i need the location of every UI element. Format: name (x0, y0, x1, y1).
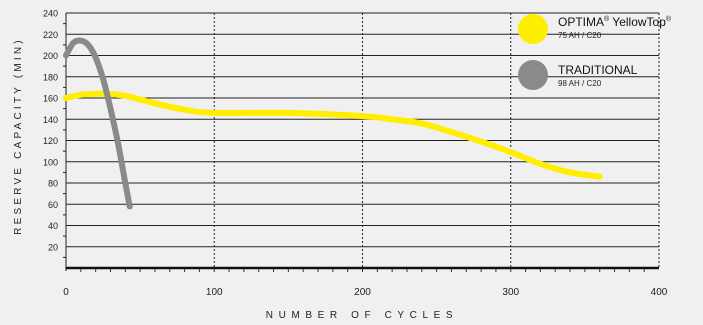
legend-sup-optima-2: ® (665, 16, 672, 23)
legend-text-optima-1: OPTIMA (558, 15, 605, 29)
x-tick-label-300: 300 (502, 287, 519, 298)
series-line-optima (63, 90, 603, 180)
legend-sub-optima: 75 AH / C20 (558, 31, 602, 40)
y-tick-label-80: 80 (48, 179, 58, 189)
y-tick-label-20: 20 (48, 242, 58, 252)
y-tick-label-100: 100 (43, 157, 58, 167)
x-tick-label-100: 100 (206, 287, 223, 298)
y-tick-label-160: 160 (43, 94, 58, 104)
legend-swatch-optima (518, 14, 548, 44)
y-tick-label-220: 220 (43, 30, 58, 40)
y-tick-label-60: 60 (48, 200, 58, 210)
y-axis-label: RESERVE CAPACITY (MIN) (13, 37, 24, 235)
y-tick-label-240: 240 (43, 9, 58, 19)
legend-sup-optima-1: ® (604, 16, 610, 23)
legend-label-traditional: TRADITIONAL (558, 63, 638, 77)
y-tick-label-140: 140 (43, 115, 58, 125)
legend-sub-traditional: 98 AH / C20 (558, 79, 602, 88)
y-tick-label-180: 180 (43, 72, 58, 82)
y-tick-label-40: 40 (48, 221, 58, 231)
series-line-traditional (63, 37, 133, 210)
x-tick-label-0: 0 (63, 287, 69, 298)
x-tick-label-400: 400 (651, 287, 668, 298)
x-tick-label-200: 200 (354, 287, 371, 298)
x-axis-label: NUMBER OF CYCLES (266, 310, 458, 321)
legend-label-optima: OPTIMA® YellowTop® (558, 15, 671, 29)
y-tick-label-120: 120 (43, 136, 58, 146)
legend-text-optima-2: YellowTop (609, 15, 666, 29)
y-tick-label-200: 200 (43, 51, 58, 61)
legend-swatch-traditional (518, 60, 548, 90)
